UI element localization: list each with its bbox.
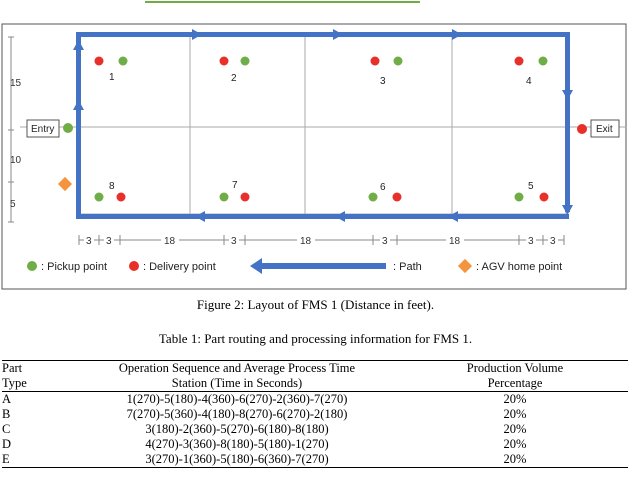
- production-volume: 20%: [503, 407, 527, 421]
- operation-sequence: 1(270)-5(180)-4(360)-6(270)-2(360)-7(270…: [126, 392, 348, 406]
- dim-label: 18: [164, 236, 176, 247]
- station-8: 8: [94, 181, 126, 202]
- header-type: Type: [2, 376, 72, 392]
- left-scale: [8, 36, 14, 223]
- operation-sequence: 3(180)-2(360)-5(270)-6(180)-8(180): [145, 422, 329, 436]
- scale-label-5: 5: [10, 199, 16, 210]
- routing-table: Part Operation Sequence and Average Proc…: [2, 360, 628, 468]
- legend-path-label: : Path: [393, 261, 422, 273]
- exit-delivery-point: [577, 124, 587, 134]
- table-row: C 3(180)-2(360)-5(270)-6(180)-8(180) 20%: [2, 422, 628, 437]
- scale-label-15: 15: [10, 78, 22, 89]
- station-4: 4: [514, 56, 548, 87]
- station-label: 4: [526, 76, 532, 87]
- dim-label: 3: [106, 236, 112, 247]
- figure-caption: Figure 2: Layout of FMS 1 (Distance in f…: [196, 297, 435, 312]
- production-volume: 20%: [402, 452, 628, 468]
- header-part: Part: [2, 360, 72, 376]
- station-label: 8: [109, 181, 115, 192]
- dim-label: 3: [528, 236, 534, 247]
- table-row: B 7(270)-5(360)-4(180)-8(270)-6(270)-2(1…: [2, 407, 628, 422]
- legend: : Pickup point : Delivery point : Path :…: [27, 258, 562, 274]
- station-label: 3: [380, 76, 386, 87]
- table-header-row: Part Operation Sequence and Average Proc…: [2, 360, 628, 376]
- operation-sequence: 4(270)-3(360)-8(180)-5(180)-1(270): [145, 437, 329, 451]
- dim-label: 3: [382, 236, 388, 247]
- legend-agv-label: : AGV home point: [476, 261, 562, 273]
- table-header-row: Type Station (Time in Seconds) Percentag…: [2, 376, 628, 392]
- scale-label-10: 10: [10, 155, 22, 166]
- legend-delivery-swatch: [129, 261, 139, 271]
- station-3: 3: [370, 56, 403, 87]
- part-type: D: [2, 437, 12, 451]
- part-type: C: [2, 422, 11, 436]
- dim-label: 18: [300, 236, 312, 247]
- station-label: 7: [232, 180, 238, 191]
- dim-label: 18: [449, 236, 461, 247]
- agv-path: [73, 29, 573, 222]
- header-percentage: Percentage: [402, 376, 628, 392]
- operation-sequence: 7(270)-5(360)-4(180)-8(270)-6(270)-2(180…: [126, 407, 348, 421]
- station-1: 1: [94, 56, 128, 83]
- station-6: 6: [368, 182, 402, 202]
- station-label: 2: [231, 73, 237, 84]
- station-7: 7: [219, 180, 250, 202]
- exit-label: Exit: [596, 124, 613, 135]
- header-production-volume: Production Volume: [402, 360, 628, 376]
- legend-pickup-label: : Pickup point: [41, 261, 107, 273]
- header-station-time: Station (Time in Seconds): [72, 376, 402, 392]
- agv-home-point: [57, 176, 73, 192]
- entry: Entry: [26, 119, 73, 138]
- dimension-line: [78, 235, 565, 245]
- station-label: 6: [380, 182, 386, 193]
- table-row: A 1(270)-5(180)-4(360)-6(270)-2(360)-7(2…: [2, 392, 628, 408]
- part-type: B: [2, 407, 11, 421]
- header-operation-sequence: Operation Sequence and Average Process T…: [72, 360, 402, 376]
- production-volume: 20%: [503, 422, 527, 436]
- fms-layout-figure: 15 10 5 Entry E: [1, 1, 627, 290]
- station-5: 5: [514, 181, 549, 202]
- table-row: E 3(270)-1(360)-5(180)-6(360)-7(270) 20%: [2, 452, 628, 468]
- legend-agv-swatch: [457, 258, 473, 274]
- station-label: 1: [109, 72, 115, 83]
- dim-label: 3: [86, 236, 92, 247]
- table-caption: Table 1: Part routing and processing inf…: [158, 331, 473, 346]
- entry-pickup-point: [63, 123, 73, 133]
- production-volume: 20%: [503, 437, 527, 451]
- operation-sequence: 3(270)-1(360)-5(180)-6(360)-7(270): [72, 452, 402, 468]
- legend-path-swatch: [262, 263, 386, 269]
- entry-label: Entry: [31, 124, 54, 135]
- dim-label: 3: [231, 236, 237, 247]
- part-type: A: [2, 392, 12, 406]
- dim-label: 3: [550, 236, 556, 247]
- legend-pickup-swatch: [27, 261, 37, 271]
- table-row: D 4(270)-3(360)-8(180)-5(180)-1(270) 20%: [2, 437, 628, 452]
- station-label: 5: [528, 181, 534, 192]
- legend-delivery-label: : Delivery point: [143, 261, 216, 273]
- station-2: 2: [219, 56, 250, 84]
- production-volume: 20%: [503, 392, 527, 406]
- part-type: E: [2, 452, 72, 468]
- figure-frame: [1, 23, 627, 290]
- dimension-labels: 3 3 18 3 18 3 18 3 3: [84, 233, 558, 247]
- exit: Exit: [577, 119, 620, 138]
